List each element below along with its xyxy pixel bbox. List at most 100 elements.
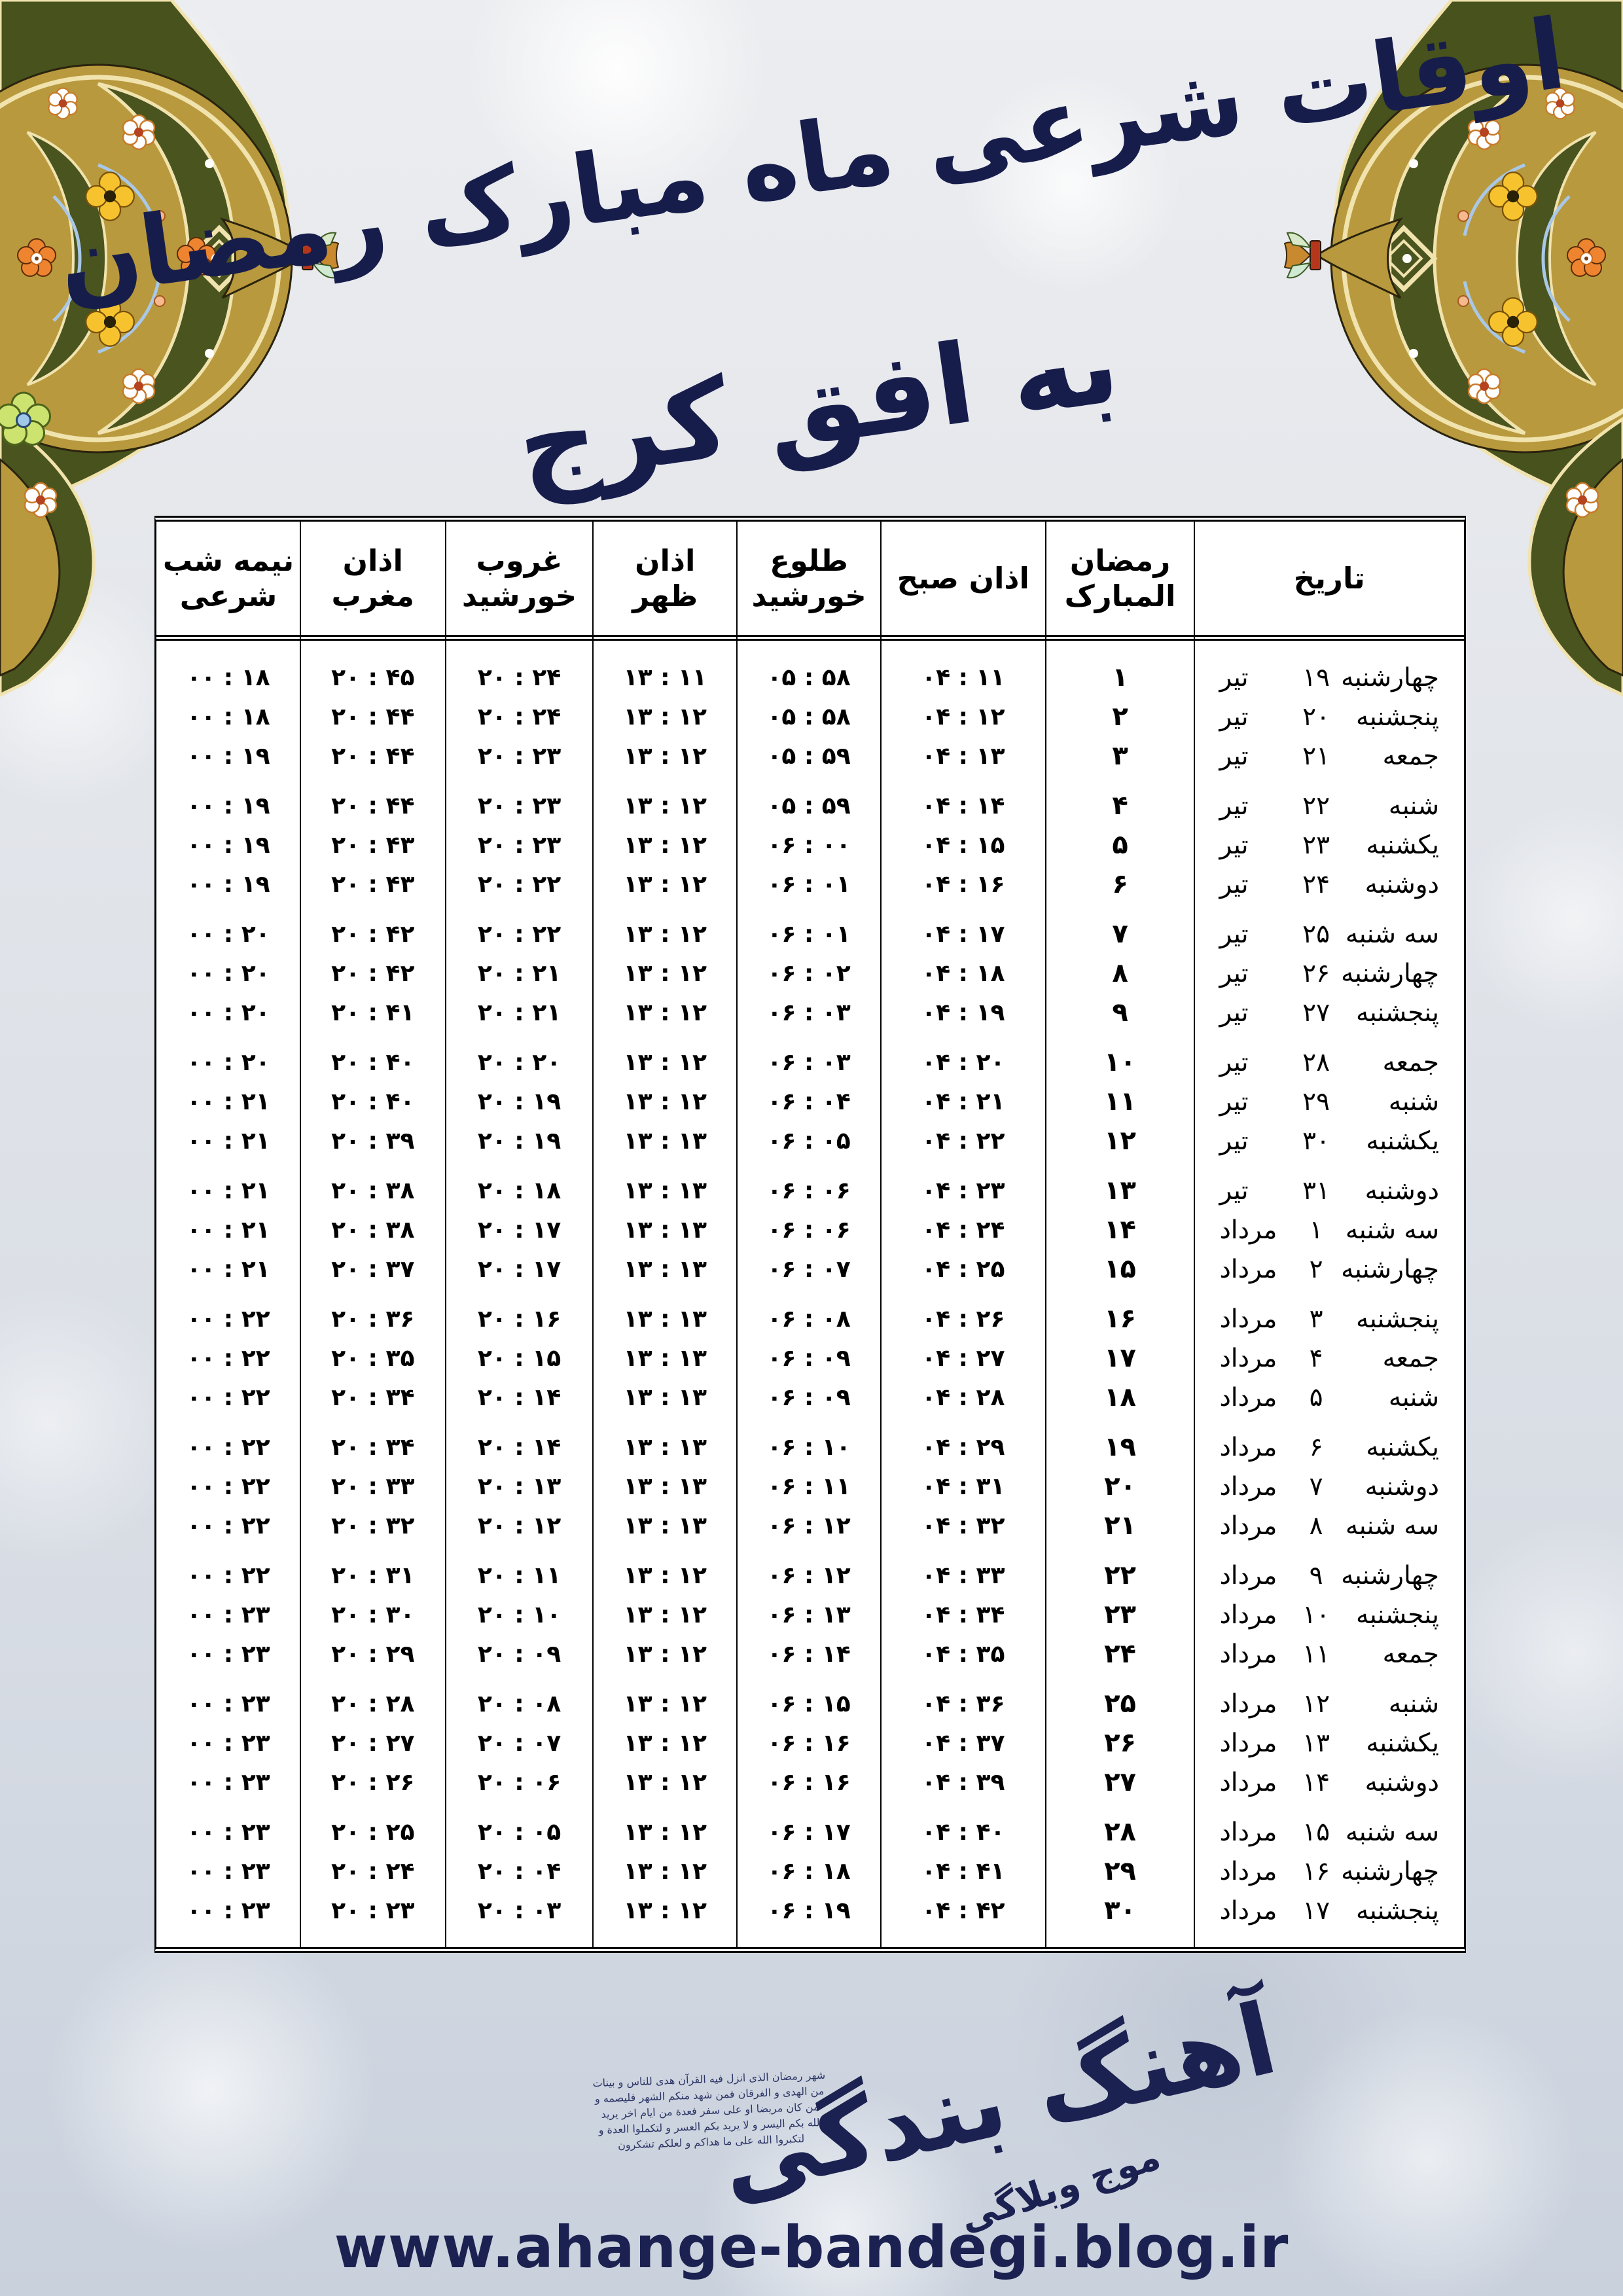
date-month: مرداد: [1219, 1600, 1277, 1630]
date-month: مرداد: [1219, 1343, 1277, 1373]
cell-sunset: ۲۰ : ۱۷: [477, 1255, 562, 1283]
table-row: چهارشنبه ۱۶ مرداد ۲۹ ۰۴ : ۴۱ ۰۶ : ۱۸ ۱۳ …: [156, 1852, 1464, 1891]
cell-date: پنجشنبه ۳ مرداد: [1194, 1299, 1464, 1338]
cell-sunset: ۲۰ : ۱۲: [477, 1512, 562, 1539]
cell-azan-zohr: ۱۳ : ۱۲: [623, 742, 707, 770]
cell-midnight: ۰۰ : ۲۰: [187, 999, 270, 1026]
cell-midnight: ۰۰ : ۲۳: [187, 1640, 270, 1668]
corner-ornament-left-icon: [0, 0, 340, 697]
cell-ramadan-day: ۲۹: [1104, 1856, 1136, 1886]
cell-azan-zohr: ۱۳ : ۱۲: [623, 1818, 707, 1846]
date-month: تیر: [1219, 791, 1249, 821]
cell-ramadan-day: ۲۴: [1104, 1639, 1136, 1669]
cell-sunrise: ۰۶ : ۱۹: [767, 1897, 851, 1924]
date-day: ۲۰: [1302, 702, 1330, 732]
cell-sunset: ۲۰ : ۲۲: [477, 870, 562, 898]
table-row: جمعه ۴ مرداد ۱۷ ۰۴ : ۲۷ ۰۶ : ۰۹ ۱۳ : ۱۳ …: [156, 1338, 1464, 1378]
cell-azan-sobh: ۰۴ : ۲۶: [921, 1305, 1005, 1333]
cell-sunrise: ۰۶ : ۰۲: [767, 960, 851, 987]
corner-ornament-right-icon: [1283, 0, 1623, 697]
cell-date: یکشنبه ۶ مرداد: [1194, 1427, 1464, 1467]
cell-azan-zohr: ۱۳ : ۱۱: [623, 664, 707, 691]
date-day: ۲۹: [1302, 1086, 1330, 1117]
header-sunset: غروب خورشید: [461, 543, 577, 613]
cell-midnight: ۰۰ : ۲۰: [187, 1049, 270, 1076]
cell-azan-zohr: ۱۳ : ۱۳: [623, 1127, 707, 1155]
cell-ramadan-day: ۲۷: [1104, 1767, 1136, 1797]
table-row: سه شنبه ۸ مرداد ۲۱ ۰۴ : ۳۲ ۰۶ : ۱۲ ۱۳ : …: [156, 1506, 1464, 1545]
cell-ramadan-day: ۱۴: [1104, 1215, 1136, 1245]
cell-date: دوشنبه ۱۴ مرداد: [1194, 1763, 1464, 1802]
table-row: سه شنبه ۱۵ مرداد ۲۸ ۰۴ : ۴۰ ۰۶ : ۱۷ ۱۳ :…: [156, 1812, 1464, 1852]
cell-ramadan-day: ۱۶: [1104, 1304, 1136, 1334]
cell-date: پنجشنبه ۲۷ تیر: [1194, 993, 1464, 1032]
cell-sunset: ۲۰ : ۰۶: [477, 1768, 562, 1796]
cell-sunset: ۲۰ : ۱۷: [477, 1216, 562, 1244]
cell-date: پنجشنبه ۱۰ مرداد: [1194, 1595, 1464, 1634]
row-group: چهارشنبه ۹ مرداد ۲۲ ۰۴ : ۳۳ ۰۶ : ۱۲ ۱۳ :…: [156, 1556, 1464, 1674]
cell-date: چهارشنبه ۲۶ تیر: [1194, 954, 1464, 993]
cell-azan-zohr: ۱۳ : ۱۲: [623, 1690, 707, 1717]
cell-azan-sobh: ۰۴ : ۱۸: [921, 960, 1005, 987]
cell-midnight: ۰۰ : ۲۳: [187, 1897, 270, 1924]
cell-azan-zohr: ۱۳ : ۱۲: [623, 960, 707, 987]
cell-sunrise: ۰۶ : ۱۱: [767, 1473, 851, 1500]
cell-azan-sobh: ۰۴ : ۲۰: [921, 1049, 1005, 1076]
date-month: تیر: [1219, 1047, 1249, 1077]
cell-ramadan-day: ۱: [1112, 662, 1128, 692]
cell-azan-maghreb: ۲۰ : ۴۳: [331, 831, 415, 859]
date-weekday: سه شنبه: [1345, 1817, 1439, 1847]
cell-azan-sobh: ۰۴ : ۱۶: [921, 870, 1005, 898]
cell-ramadan-day: ۱۲: [1104, 1126, 1136, 1156]
cell-sunrise: ۰۶ : ۰۵: [767, 1127, 851, 1155]
cell-midnight: ۰۰ : ۲۲: [187, 1512, 270, 1539]
cell-sunrise: ۰۶ : ۰۶: [767, 1177, 851, 1204]
cell-date: جمعه ۲۸ تیر: [1194, 1043, 1464, 1082]
cell-date: یکشنبه ۳۰ تیر: [1194, 1121, 1464, 1160]
date-weekday: یکشنبه: [1366, 1728, 1439, 1758]
cell-sunset: ۲۰ : ۲۴: [477, 703, 562, 730]
cell-sunrise: ۰۶ : ۰۴: [767, 1088, 851, 1115]
table-row: جمعه ۲۱ تیر ۳ ۰۴ : ۱۳ ۰۵ : ۵۹ ۱۳ : ۱۲ ۲۰…: [156, 736, 1464, 776]
cell-azan-maghreb: ۲۰ : ۲۸: [331, 1690, 415, 1717]
cell-sunset: ۲۰ : ۲۴: [477, 664, 562, 691]
date-month: تیر: [1219, 662, 1249, 692]
cell-midnight: ۰۰ : ۲۱: [187, 1255, 270, 1283]
cell-midnight: ۰۰ : ۲۱: [187, 1216, 270, 1244]
table-row: یکشنبه ۶ مرداد ۱۹ ۰۴ : ۲۹ ۰۶ : ۱۰ ۱۳ : ۱…: [156, 1427, 1464, 1467]
cell-azan-maghreb: ۲۰ : ۲۹: [331, 1640, 415, 1668]
date-day: ۲۴: [1302, 869, 1330, 899]
cell-ramadan-day: ۱۱: [1104, 1086, 1136, 1117]
cell-sunrise: ۰۶ : ۱۶: [767, 1768, 851, 1796]
cell-sunrise: ۰۶ : ۰۹: [767, 1344, 851, 1372]
row-group: یکشنبه ۶ مرداد ۱۹ ۰۴ : ۲۹ ۰۶ : ۱۰ ۱۳ : ۱…: [156, 1427, 1464, 1545]
date-day: ۳۰: [1302, 1126, 1330, 1156]
date-month: مرداد: [1219, 1382, 1277, 1412]
cell-azan-maghreb: ۲۰ : ۲۵: [331, 1818, 415, 1846]
cell-sunset: ۲۰ : ۲۰: [477, 1049, 562, 1076]
table-row: چهارشنبه ۲۶ تیر ۸ ۰۴ : ۱۸ ۰۶ : ۰۲ ۱۳ : ۱…: [156, 954, 1464, 993]
cell-date: سه شنبه ۱۵ مرداد: [1194, 1812, 1464, 1852]
cell-date: سه شنبه ۱ مرداد: [1194, 1210, 1464, 1249]
column-divider: [1194, 522, 1196, 1947]
table-row: یکشنبه ۳۰ تیر ۱۲ ۰۴ : ۲۲ ۰۶ : ۰۵ ۱۳ : ۱۳…: [156, 1121, 1464, 1160]
cell-date: یکشنبه ۲۳ تیر: [1194, 825, 1464, 865]
cell-sunrise: ۰۶ : ۰۸: [767, 1305, 851, 1333]
cell-date: سه شنبه ۸ مرداد: [1194, 1506, 1464, 1545]
cell-azan-maghreb: ۲۰ : ۳۶: [331, 1305, 415, 1333]
cell-date: چهارشنبه ۲ مرداد: [1194, 1249, 1464, 1289]
cell-azan-sobh: ۰۴ : ۳۵: [921, 1640, 1005, 1668]
cell-sunrise: ۰۶ : ۰۶: [767, 1216, 851, 1244]
table-row: پنجشنبه ۱۷ مرداد ۳۰ ۰۴ : ۴۲ ۰۶ : ۱۹ ۱۳ :…: [156, 1891, 1464, 1930]
cell-ramadan-day: ۹: [1112, 997, 1128, 1028]
cell-date: شنبه ۵ مرداد: [1194, 1378, 1464, 1417]
cell-azan-sobh: ۰۴ : ۲۴: [921, 1216, 1005, 1244]
cell-azan-zohr: ۱۳ : ۱۲: [623, 831, 707, 859]
cell-azan-maghreb: ۲۰ : ۴۳: [331, 870, 415, 898]
date-weekday: پنجشنبه: [1355, 1304, 1439, 1334]
cell-ramadan-day: ۸: [1112, 958, 1128, 988]
table-row: سه شنبه ۲۵ تیر ۷ ۰۴ : ۱۷ ۰۶ : ۰۱ ۱۳ : ۱۲…: [156, 914, 1464, 954]
header-azan-zohr: اذان ظهر: [632, 543, 698, 613]
cell-sunset: ۲۰ : ۱۵: [477, 1344, 562, 1372]
cell-ramadan-day: ۳: [1112, 741, 1128, 771]
